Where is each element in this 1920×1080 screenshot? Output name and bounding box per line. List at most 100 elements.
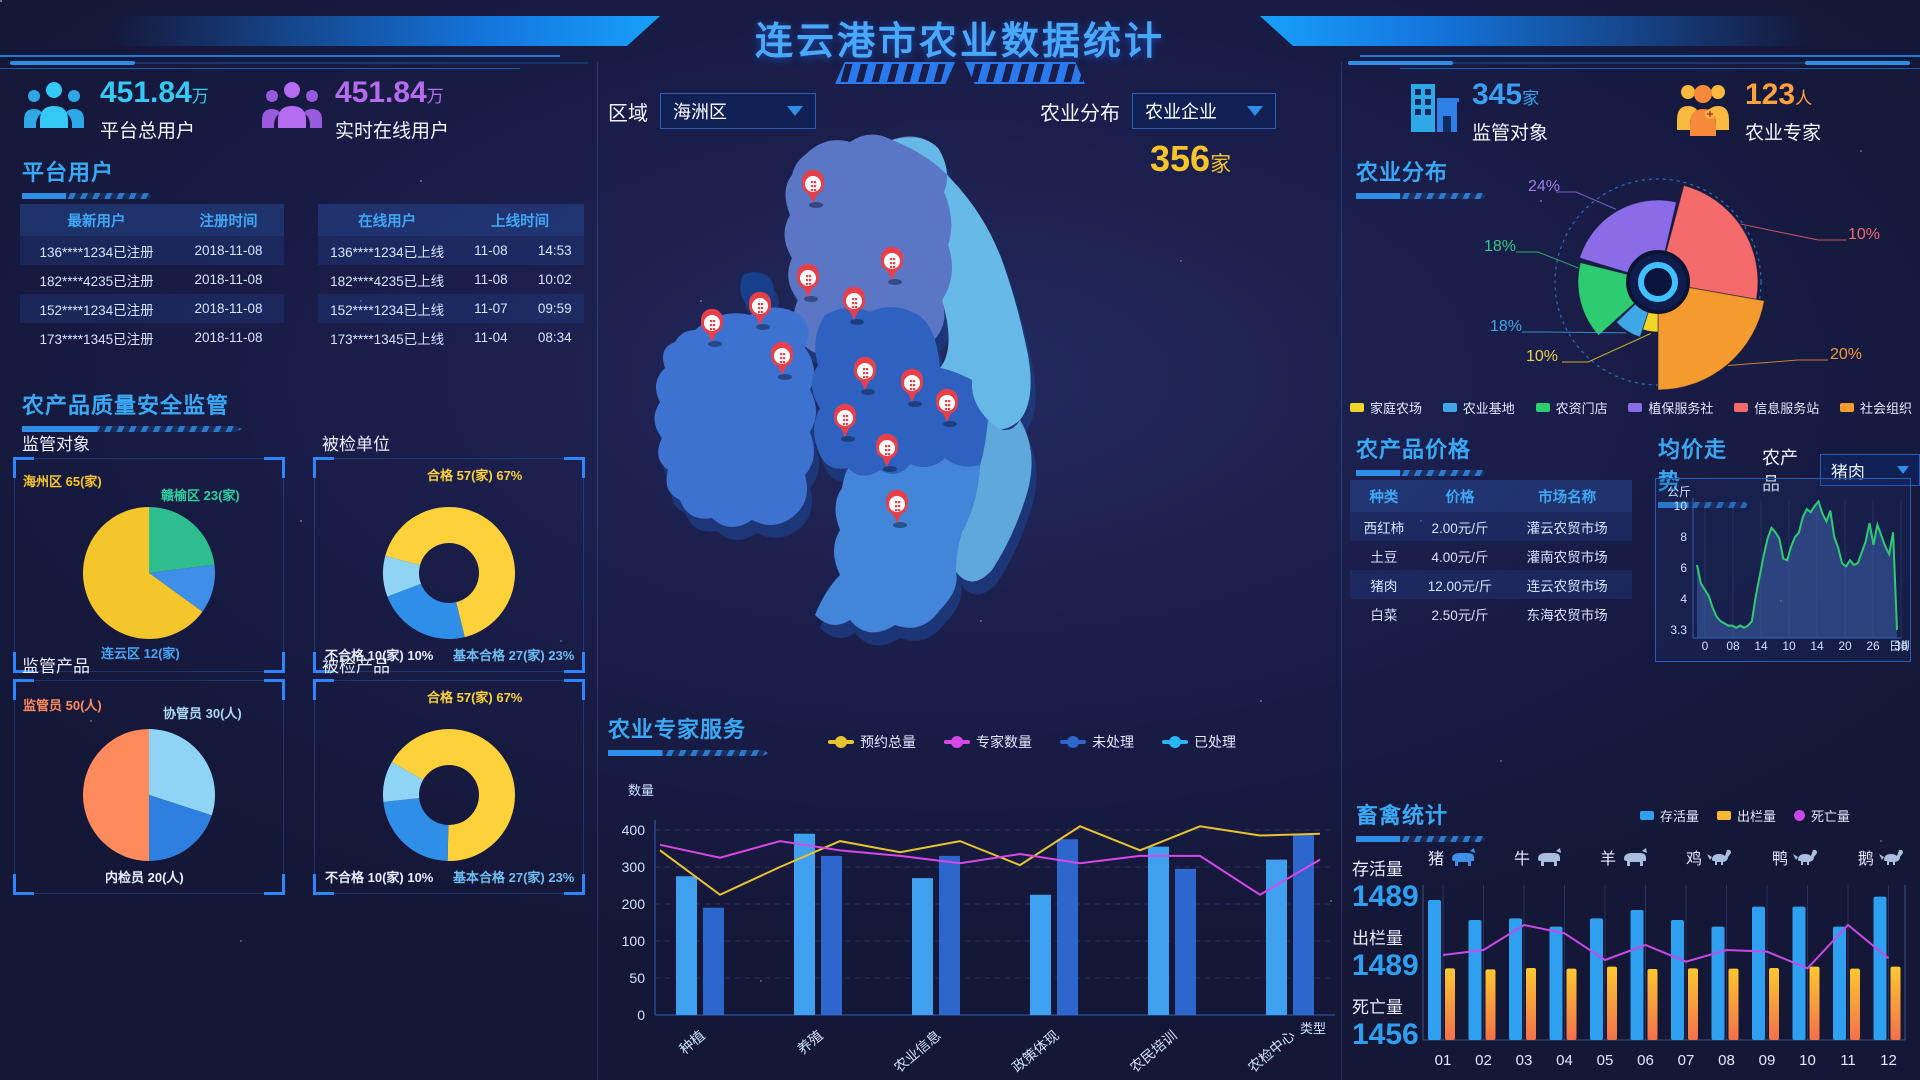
region-map[interactable] xyxy=(600,120,1345,668)
emblem-right-segment xyxy=(965,62,1085,84)
distribution-legend-item[interactable]: 家庭农场 xyxy=(1350,398,1422,417)
animal-tab-5[interactable]: 鸭 xyxy=(1772,845,1820,869)
livestock-legend[interactable]: 存活量 出栏量 死亡量 xyxy=(1640,806,1850,825)
svg-text:26: 26 xyxy=(1866,639,1880,653)
svg-text:3.3: 3.3 xyxy=(1670,623,1687,637)
users-cyan-icon xyxy=(24,82,84,128)
expert-legend-item[interactable]: 专家数量 xyxy=(944,732,1032,752)
inspected-products-subtitle: 被检产品 xyxy=(322,657,390,676)
emblem-left-segment xyxy=(835,62,955,84)
expert-legend-item[interactable]: 预约总量 xyxy=(828,732,916,752)
livestock-legend-item[interactable]: 出栏量 xyxy=(1717,806,1776,825)
stat-total-users-icon xyxy=(22,78,86,143)
distribution-dropdown[interactable]: 农业企业 xyxy=(1132,93,1276,129)
supervise-products-pie xyxy=(83,729,215,861)
map-pin[interactable] xyxy=(886,489,908,528)
inspected-products-slice-label: 基本合格 27(家) 23% xyxy=(453,870,575,885)
livestock-header: 畜禽统计 xyxy=(1356,798,1486,842)
right-panel-cap2 xyxy=(1805,61,1910,65)
header-line-right xyxy=(1360,55,1920,57)
distribution-legend-item[interactable]: 农业基地 xyxy=(1442,398,1515,417)
header-left-decoration xyxy=(110,16,660,46)
inspected-units-chart-box: 合格 57(家) 67% 基本合格 27(家) 23% 不合格 10(家) 10% xyxy=(313,457,585,673)
online-table: 在线用户 上线时间 136****1234已上线 11-08 14:53 182****4… xyxy=(318,204,584,352)
animal-tab-label: 鸡 xyxy=(1685,851,1702,868)
map-pin[interactable] xyxy=(797,263,819,302)
map-pin[interactable] xyxy=(854,356,876,395)
experts-icon xyxy=(1677,85,1729,136)
price-section-title: 农产品价格 xyxy=(1356,437,1472,462)
svg-text:08: 08 xyxy=(1726,639,1740,653)
header-line-left xyxy=(0,55,560,57)
distribution-legend-item[interactable]: 植保服务社 xyxy=(1628,398,1713,417)
animal-tab-label: 羊 xyxy=(1599,851,1616,868)
map-pin[interactable] xyxy=(802,169,824,208)
svg-text:10: 10 xyxy=(1674,499,1688,513)
livestock-legend-item[interactable]: 存活量 xyxy=(1640,806,1699,825)
header-line-right2 xyxy=(1400,68,1920,69)
livestock-stat-label: 存活量 xyxy=(1352,860,1403,879)
svg-text:农检中心: 农检中心 xyxy=(1245,1027,1298,1075)
online-table-row: 182****4235已上线 11-08 10:02 xyxy=(330,272,572,289)
svg-text:50: 50 xyxy=(629,970,645,986)
map-pin[interactable] xyxy=(843,286,865,325)
distribution-legend-item[interactable]: 社会组织 xyxy=(1839,398,1912,417)
supervise-objects-subtitle: 监管对象 xyxy=(22,435,90,454)
animal-tab-label: 鸭 xyxy=(1771,851,1788,868)
map-pin[interactable] xyxy=(936,388,958,427)
svg-text:8: 8 xyxy=(1680,530,1687,544)
inspected-products-slice-label: 合格 57(家) 67% xyxy=(427,690,523,705)
svg-text:农民培训: 农民培训 xyxy=(1127,1027,1180,1075)
inspected-units-slice-label: 基本合格 27(家) 23% xyxy=(453,648,575,663)
distribution-legend-item[interactable]: 信息服务站 xyxy=(1734,398,1819,417)
expert-service-legend[interactable]: 预约总量 专家数量 未处理 已处理 xyxy=(828,732,1236,752)
experts-count-label: 农业专家 xyxy=(1745,123,1822,144)
left-panel-cap xyxy=(10,61,135,65)
livestock-underline xyxy=(1356,836,1486,842)
total-users-label: 平台总用户 xyxy=(100,121,196,142)
animal-tab-2[interactable]: 牛 xyxy=(1514,845,1562,869)
map-pin[interactable] xyxy=(901,368,923,407)
agri-distribution-legend[interactable]: 家庭农场 农业基地 农资门店 植保服务社 信息服务站 社会组织 xyxy=(1350,398,1912,417)
map-pin[interactable] xyxy=(876,433,898,472)
animal-tab-3[interactable]: 羊 xyxy=(1600,845,1648,869)
svg-text:10: 10 xyxy=(1782,639,1796,653)
map-pin[interactable] xyxy=(834,403,856,442)
livestock-legend-item[interactable]: 死亡量 xyxy=(1794,806,1850,825)
svg-text:6: 6 xyxy=(1680,561,1687,575)
svg-text:14: 14 xyxy=(1810,639,1824,653)
svg-text:08: 08 xyxy=(1718,1052,1735,1069)
expert-legend-item[interactable]: 未处理 xyxy=(1060,732,1134,752)
stat-experts-icon xyxy=(1672,80,1734,143)
svg-text:种植: 种植 xyxy=(676,1027,708,1057)
livestock-stat-value: 1489 xyxy=(1352,949,1419,982)
map-pin[interactable] xyxy=(701,308,723,347)
svg-text:07: 07 xyxy=(1678,1052,1695,1069)
supervise-objects-pie xyxy=(82,507,215,639)
region-dropdown[interactable]: 海洲区 xyxy=(660,93,816,129)
price-table-row: 白菜 2.50元/斤 东海农贸市场 xyxy=(1370,607,1608,623)
animal-tab-1[interactable]: 猪 xyxy=(1428,845,1476,869)
cow-icon xyxy=(1538,848,1561,866)
header-emblem xyxy=(835,62,1085,84)
trend-product-dropdown[interactable]: 猪肉 xyxy=(1819,454,1920,486)
svg-text:日期: 日期 xyxy=(1889,639,1909,653)
svg-text:100: 100 xyxy=(622,933,646,949)
map-pin[interactable] xyxy=(881,246,903,285)
stat-online-users: 451.84万 实时在线用户 xyxy=(335,76,449,143)
expert-legend-item[interactable]: 已处理 xyxy=(1162,732,1236,752)
animal-tab-6[interactable]: 鹅 xyxy=(1858,845,1906,869)
experts-count-value: 123 xyxy=(1745,78,1796,111)
trend-product-value: 猪肉 xyxy=(1830,462,1865,482)
animal-tabs[interactable]: 猪牛羊鸡鸭鹅 xyxy=(1428,845,1906,869)
distribution-legend-item[interactable]: 农资门店 xyxy=(1535,398,1608,417)
animal-tab-4[interactable]: 鸡 xyxy=(1686,845,1734,869)
trend-title: 均价走势 xyxy=(1658,437,1728,494)
online-users-label: 实时在线用户 xyxy=(335,121,450,142)
map-pin[interactable] xyxy=(749,291,771,330)
agri-distribution-header: 农业分布 xyxy=(1356,155,1486,199)
map-pin[interactable] xyxy=(771,341,793,380)
svg-text:30: 30 xyxy=(1894,639,1908,653)
price-table-header: 种类 价格 市场名称 xyxy=(1350,480,1632,512)
